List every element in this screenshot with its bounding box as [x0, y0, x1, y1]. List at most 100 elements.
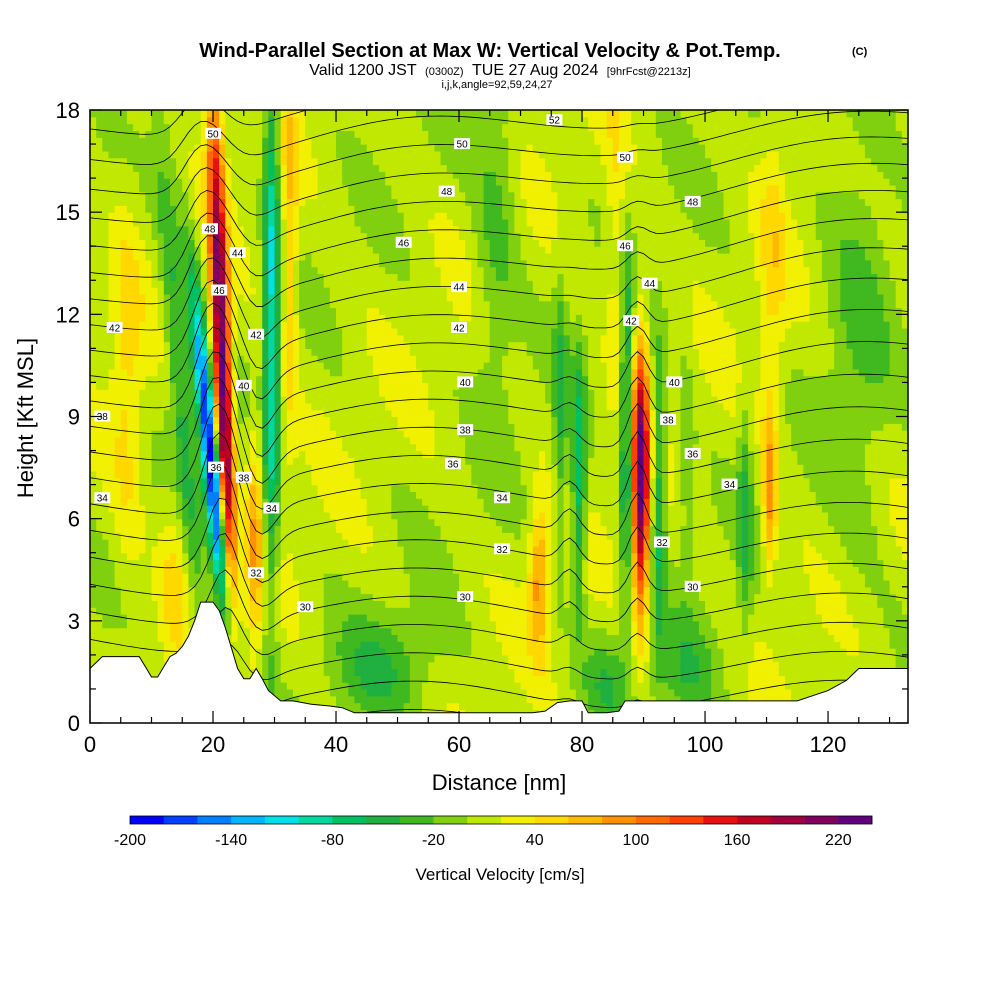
theta-contour [90, 326, 908, 429]
x-tick-label: 20 [201, 732, 225, 757]
theta-label: 50 [207, 129, 219, 140]
theta-label: 32 [656, 538, 668, 549]
theta-label: 42 [109, 324, 121, 335]
theta-label-bg [451, 281, 467, 293]
theta-contour [90, 247, 908, 339]
theta-labels: 42 38 34 50 48 44 46 42 40 36 38 34 32 30 50 48 46 44 42 40… [94, 114, 738, 614]
theta-label-bg [263, 502, 280, 514]
colorbar-swatch [163, 816, 198, 824]
y-tick-label: 9 [68, 405, 80, 430]
theta-label: 40 [669, 378, 681, 389]
y-axis-label: Height [Kft MSL] [13, 338, 38, 498]
theta-contour [90, 110, 309, 135]
theta-label-bg [208, 461, 225, 473]
theta-label-bg [444, 458, 461, 470]
theta-label-bg [684, 195, 701, 207]
theta-label-bg [205, 127, 221, 139]
theta-label-bg [666, 376, 683, 388]
title-copyright-mark: (C) [852, 46, 868, 58]
chart-title: Wind-Parallel Section at Max W: Vertical… [199, 40, 780, 62]
colorbar-swatch [501, 816, 536, 824]
subtitle-forecast: [9hrFcst@2213z] [607, 66, 691, 78]
theta-label: 34 [266, 504, 278, 515]
theta-label: 40 [238, 381, 250, 392]
theta-label: 36 [211, 463, 223, 474]
theta-label: 38 [97, 412, 109, 423]
subtitle-valid: Valid 1200 JST [309, 62, 417, 79]
y-tick-label: 0 [68, 711, 80, 736]
theta-label-bg [721, 478, 738, 490]
theta-label: 36 [687, 450, 699, 461]
theta-label-bg [454, 138, 471, 150]
colorbar-swatch [669, 816, 704, 824]
theta-label-bg [494, 543, 511, 555]
theta-label-bg [297, 601, 314, 613]
colorbar-swatch [602, 816, 637, 824]
x-tick-label: 80 [570, 732, 594, 757]
theta-label: 46 [398, 238, 410, 249]
theta-label: 32 [251, 569, 263, 580]
theta-label-bg [235, 379, 252, 391]
x-tick-label: 0 [84, 732, 96, 757]
theta-contour [90, 0, 908, 40]
theta-label: 38 [238, 473, 250, 484]
theta-label-bg [546, 114, 563, 126]
theta-label: 44 [644, 279, 656, 290]
colorbar-tick-label: -200 [114, 832, 146, 849]
theta-label-bg [617, 151, 634, 163]
theta-label: 42 [453, 324, 465, 335]
theta-label: 50 [457, 140, 469, 151]
theta-label: 46 [214, 286, 226, 297]
theta-label: 46 [620, 242, 632, 253]
theta-label-bg [235, 471, 252, 483]
theta-label-bg [457, 376, 474, 388]
x-tick-label: 100 [687, 732, 724, 757]
theta-label: 42 [251, 330, 263, 341]
theta-label: 30 [460, 593, 472, 604]
colorbar-swatch [568, 816, 603, 824]
chart-indices: i,j,k,angle=92,59,24,27 [441, 79, 552, 91]
theta-label: 30 [300, 603, 312, 614]
colorbar: -200 -140 -80 -20 40 100 160 220 [114, 815, 873, 849]
theta-contour [90, 218, 908, 308]
theta-label: 36 [447, 460, 459, 471]
subtitle-utc: (0300Z) [425, 66, 464, 78]
theta-label-bg [457, 591, 474, 602]
theta-label-bg [106, 322, 123, 333]
y-tick-label: 6 [68, 507, 80, 532]
x-tick-label: 40 [324, 732, 348, 757]
colorbar-tick-label: -80 [321, 832, 344, 849]
theta-label-bg [451, 322, 467, 333]
theta-label: 30 [687, 582, 699, 593]
theta-contour [90, 463, 908, 559]
x-axis: 0 20 40 60 80 100 120 [84, 110, 891, 757]
colorbar-tick-label: 100 [623, 832, 650, 849]
theta-label-bg [623, 315, 640, 327]
colorbar-swatch [838, 816, 873, 824]
theta-label-bg [684, 448, 701, 459]
theta-label: 48 [441, 187, 453, 198]
theta-label: 40 [460, 378, 472, 389]
theta-contour [90, 110, 908, 195]
chart-subtitle: Valid 1200 JST (0300Z) TUE 27 Aug 2024 [… [309, 62, 690, 79]
theta-contour [90, 533, 908, 607]
theta-contour [90, 377, 908, 484]
colorbar-swatch [264, 816, 299, 824]
colorbar-tick-label: -20 [422, 832, 445, 849]
theta-label-bg [617, 240, 634, 252]
terrain [90, 601, 908, 723]
theta-label: 34 [97, 494, 109, 505]
theta-label-bg [201, 223, 218, 235]
colorbar-swatch [770, 816, 805, 824]
theta-label: 48 [687, 197, 699, 208]
theta-contour [90, 851, 908, 859]
theta-label-bg [494, 492, 511, 504]
theta-label: 52 [549, 116, 561, 127]
theta-label-bg [94, 410, 111, 422]
colorbar-swatch [467, 816, 502, 824]
theta-label: 42 [626, 317, 638, 328]
theta-label: 44 [453, 283, 465, 294]
x-tick-label: 120 [810, 732, 847, 757]
